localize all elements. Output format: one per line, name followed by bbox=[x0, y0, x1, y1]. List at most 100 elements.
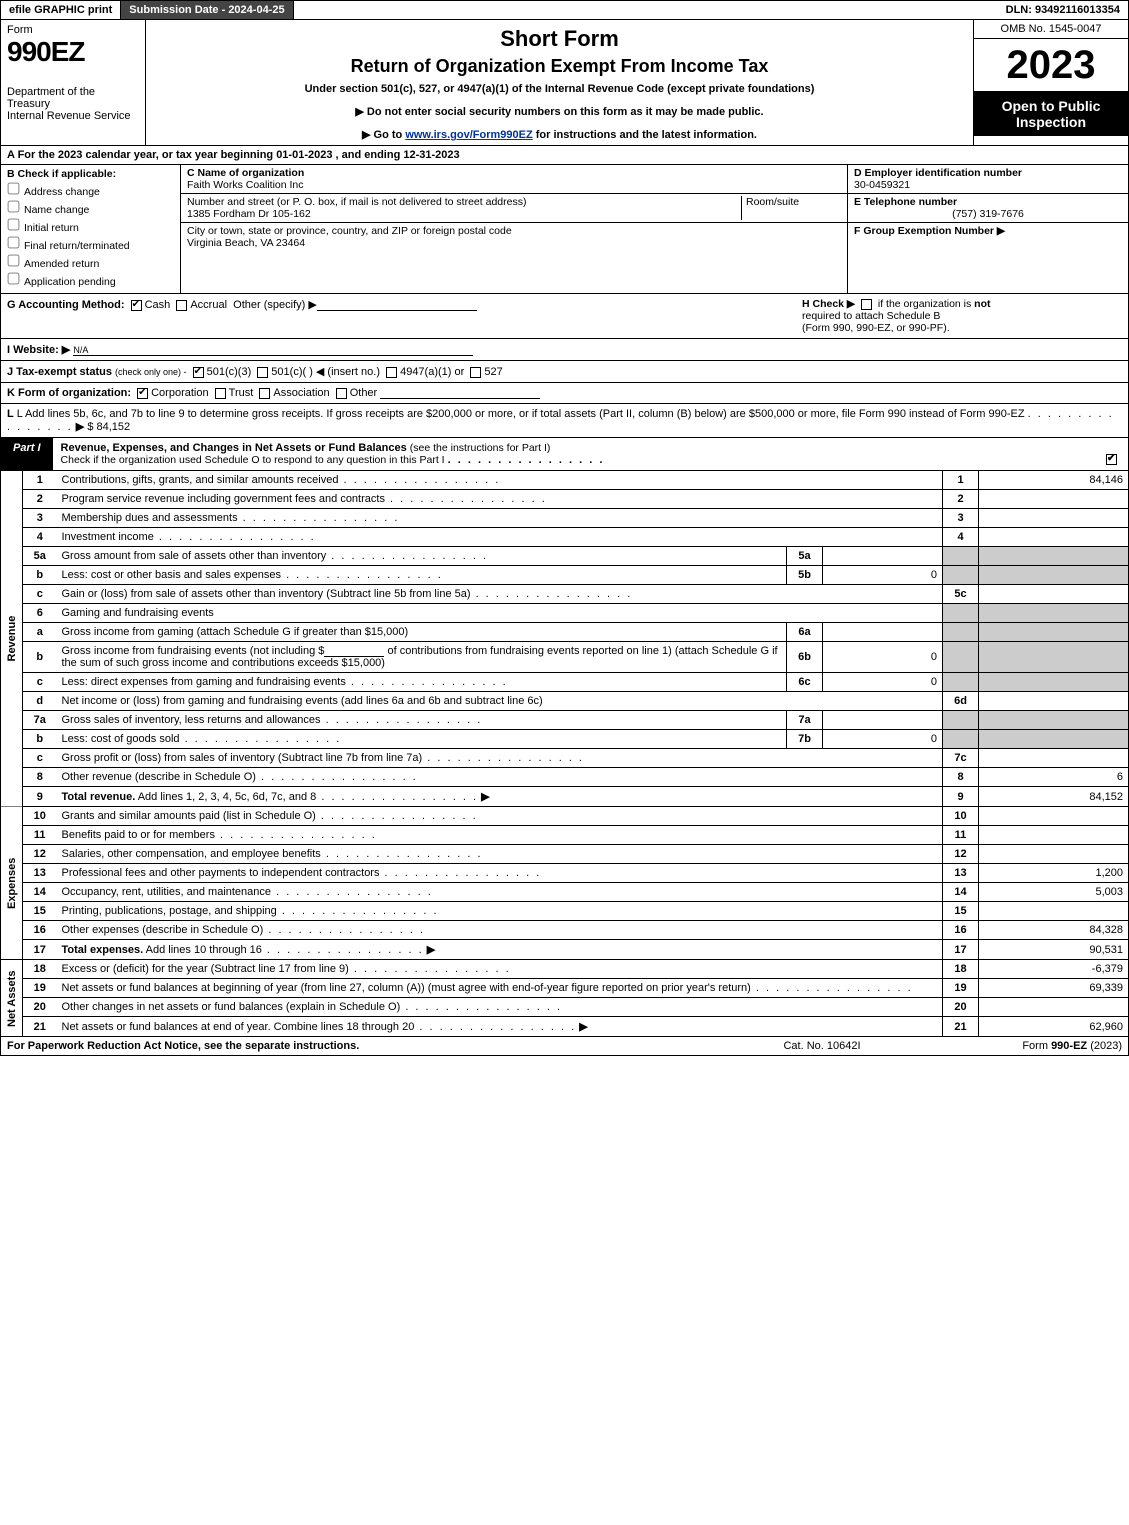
chk-501c3[interactable] bbox=[193, 367, 204, 378]
l11-amt bbox=[979, 826, 1129, 845]
chk-name-change-label: Name change bbox=[24, 204, 89, 216]
l1-desc: Contributions, gifts, grants, and simila… bbox=[62, 474, 339, 486]
l7a-subv bbox=[823, 711, 943, 730]
chk-4947[interactable] bbox=[386, 367, 397, 378]
l5a-subv bbox=[823, 547, 943, 566]
l6a-no: a bbox=[23, 623, 57, 642]
line-21: 21 Net assets or fund balances at end of… bbox=[1, 1017, 1129, 1037]
chk-application-pending[interactable]: Application pending bbox=[7, 272, 174, 288]
l6c-dots bbox=[346, 676, 508, 688]
j-sub: (check only one) - bbox=[115, 367, 187, 377]
l7b-subv: 0 bbox=[823, 730, 943, 749]
section-b: B Check if applicable: Address change Na… bbox=[1, 165, 181, 293]
subtitle: Under section 501(c), 527, or 4947(a)(1)… bbox=[154, 83, 965, 95]
l6c-shade bbox=[943, 673, 979, 692]
form-number: 990EZ bbox=[7, 36, 139, 68]
line-18: Net Assets 18 Excess or (deficit) for th… bbox=[1, 960, 1129, 979]
line-8: 8 Other revenue (describe in Schedule O)… bbox=[1, 768, 1129, 787]
l17-box: 17 bbox=[943, 940, 979, 960]
chk-corp[interactable] bbox=[137, 388, 148, 399]
l-amount: $ 84,152 bbox=[87, 421, 130, 433]
l3-box: 3 bbox=[943, 509, 979, 528]
l14-dots bbox=[271, 886, 433, 898]
line-7b: b Less: cost of goods sold 7b 0 bbox=[1, 730, 1129, 749]
l17-arrow: ▶ bbox=[427, 944, 435, 956]
chk-schedule-o[interactable] bbox=[1106, 454, 1117, 465]
chk-cash[interactable] bbox=[131, 300, 142, 311]
e-cell: E Telephone number (757) 319-7676 bbox=[848, 194, 1128, 223]
open-to-public: Open to Public Inspection bbox=[974, 92, 1128, 136]
line-19: 19 Net assets or fund balances at beginn… bbox=[1, 979, 1129, 998]
l18-dots bbox=[349, 963, 511, 975]
chk-amended-return[interactable]: Amended return bbox=[7, 254, 174, 270]
line-7a: 7a Gross sales of inventory, less return… bbox=[1, 711, 1129, 730]
line-i: I Website: ▶ N/A bbox=[0, 339, 1129, 361]
chk-address-change[interactable]: Address change bbox=[7, 182, 174, 198]
l7c-dots bbox=[422, 752, 584, 764]
chk-name-change[interactable]: Name change bbox=[7, 200, 174, 216]
efile-label[interactable]: efile GRAPHIC print bbox=[1, 1, 121, 19]
irs-link[interactable]: www.irs.gov/Form990EZ bbox=[405, 129, 532, 141]
l16-box: 16 bbox=[943, 921, 979, 940]
footer-right-post: (2023) bbox=[1087, 1040, 1122, 1052]
l11-box: 11 bbox=[943, 826, 979, 845]
chk-initial-return[interactable]: Initial return bbox=[7, 218, 174, 234]
l12-no: 12 bbox=[23, 845, 57, 864]
l6a-shade2 bbox=[979, 623, 1129, 642]
l5a-dots bbox=[326, 550, 488, 562]
k-label: K Form of organization: bbox=[7, 387, 131, 399]
l21-no: 21 bbox=[23, 1017, 57, 1037]
opt-corp: Corporation bbox=[151, 387, 208, 399]
l8-dots bbox=[256, 771, 418, 783]
l10-box: 10 bbox=[943, 807, 979, 826]
l5b-no: b bbox=[23, 566, 57, 585]
l2-box: 2 bbox=[943, 490, 979, 509]
l2-dots bbox=[385, 493, 547, 505]
l18-amt: -6,379 bbox=[979, 960, 1129, 979]
l6b-shade2 bbox=[979, 642, 1129, 673]
form-word: Form bbox=[7, 24, 139, 36]
chk-application-pending-label: Application pending bbox=[24, 276, 116, 288]
l5c-box: 5c bbox=[943, 585, 979, 604]
chk-501c[interactable] bbox=[257, 367, 268, 378]
line-14: 14 Occupancy, rent, utilities, and maint… bbox=[1, 883, 1129, 902]
chk-h[interactable] bbox=[861, 299, 872, 310]
f-cell: F Group Exemption Number ▶ bbox=[848, 223, 1128, 239]
chk-trust[interactable] bbox=[215, 388, 226, 399]
l2-amt bbox=[979, 490, 1129, 509]
l6b-blank[interactable] bbox=[324, 645, 384, 657]
l17-no: 17 bbox=[23, 940, 57, 960]
l4-desc: Investment income bbox=[62, 531, 154, 543]
part-i-dots bbox=[448, 454, 605, 466]
l9-dots bbox=[316, 791, 478, 803]
l6c-desc: Less: direct expenses from gaming and fu… bbox=[62, 676, 346, 688]
l4-amt bbox=[979, 528, 1129, 547]
l7b-sub: 7b bbox=[787, 730, 823, 749]
other-blank[interactable] bbox=[317, 299, 477, 311]
l7c-box: 7c bbox=[943, 749, 979, 768]
line-5a: 5a Gross amount from sale of assets othe… bbox=[1, 547, 1129, 566]
l6-shade bbox=[943, 604, 979, 623]
chk-final-return[interactable]: Final return/terminated bbox=[7, 236, 174, 252]
l2-desc: Program service revenue including govern… bbox=[62, 493, 385, 505]
chk-other-org[interactable] bbox=[336, 388, 347, 399]
l21-dots bbox=[414, 1021, 576, 1033]
omb-number: OMB No. 1545-0047 bbox=[974, 20, 1128, 39]
chk-accrual[interactable] bbox=[176, 300, 187, 311]
l6d-amt bbox=[979, 692, 1129, 711]
city-label: City or town, state or province, country… bbox=[187, 225, 512, 237]
goto-post: for instructions and the latest informat… bbox=[533, 129, 757, 141]
line-20: 20 Other changes in net assets or fund b… bbox=[1, 998, 1129, 1017]
l13-no: 13 bbox=[23, 864, 57, 883]
chk-527[interactable] bbox=[470, 367, 481, 378]
l6a-shade bbox=[943, 623, 979, 642]
section-def: D Employer identification number 30-0459… bbox=[848, 165, 1128, 293]
l7b-shade2 bbox=[979, 730, 1129, 749]
l14-box: 14 bbox=[943, 883, 979, 902]
opt-501c: 501(c)( ) ◀ (insert no.) bbox=[271, 366, 380, 378]
chk-assoc[interactable] bbox=[259, 388, 270, 399]
other-org-blank[interactable] bbox=[380, 387, 540, 399]
l8-box: 8 bbox=[943, 768, 979, 787]
l5a-desc: Gross amount from sale of assets other t… bbox=[62, 550, 327, 562]
topbar-spacer bbox=[294, 1, 998, 19]
